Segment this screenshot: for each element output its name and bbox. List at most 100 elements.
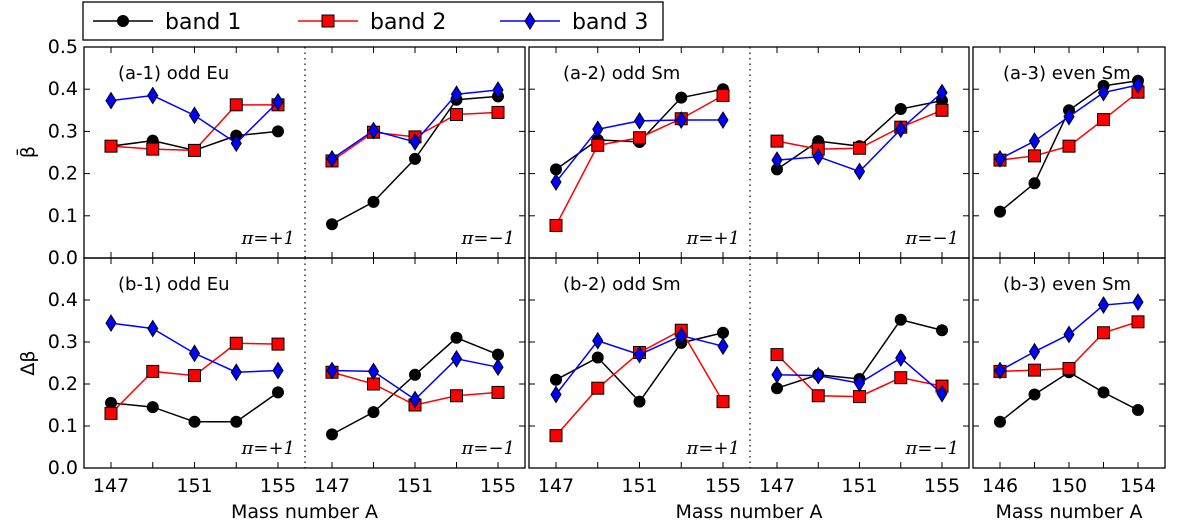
data-point-band-1	[675, 91, 688, 104]
y-tick-label: 0.3	[48, 331, 78, 353]
series-line-band-1	[555, 332, 724, 403]
legend-marker	[524, 12, 536, 30]
data-point-band-1	[1132, 404, 1144, 417]
series-line-band-1	[776, 99, 943, 170]
data-point-band-3	[812, 366, 824, 385]
x-tick-label: 147	[314, 475, 350, 497]
data-point-band-2	[591, 138, 605, 152]
data-point-band-1	[994, 415, 1006, 428]
data-point-band-3	[1028, 132, 1041, 151]
panel-title: (b-2) odd Sm	[563, 274, 681, 295]
x-tick-label: 155	[260, 475, 296, 497]
data-point-band-2	[450, 389, 463, 403]
panel-a-3: (a-3) even Sm	[972, 46, 1166, 259]
data-point-band-3	[272, 92, 284, 111]
data-point-band-2	[146, 364, 160, 378]
data-point-band-2	[229, 336, 243, 350]
data-point-band-3	[675, 111, 687, 129]
data-point-band-1	[326, 428, 338, 441]
data-point-band-2	[894, 371, 908, 385]
data-point-band-3	[1097, 296, 1110, 314]
data-point-band-2	[491, 105, 505, 119]
legend-item-band-2: band 2	[298, 10, 446, 35]
data-point-band-3	[272, 361, 284, 380]
data-point-band-2	[1097, 113, 1110, 127]
data-point-band-2	[935, 103, 949, 117]
data-point-band-3	[409, 133, 421, 151]
data-point-band-3	[367, 362, 380, 381]
data-point-band-3	[771, 151, 783, 170]
x-tick-label: 150	[1051, 475, 1087, 497]
data-point-band-1	[1097, 386, 1110, 399]
x-tick-label: 146	[982, 475, 1018, 497]
series-line-band-1	[999, 371, 1139, 423]
data-point-band-3	[188, 344, 201, 363]
data-point-band-1	[717, 326, 729, 339]
data-point-band-3	[717, 337, 729, 356]
data-point-band-3	[367, 121, 380, 140]
data-point-band-1	[450, 331, 463, 344]
legend-marker	[321, 14, 335, 28]
panel-title: (b-3) even Sm	[1003, 274, 1131, 295]
data-point-band-3	[230, 134, 242, 153]
data-point-band-1	[1028, 388, 1041, 401]
parity-label: π=−1	[905, 438, 959, 459]
data-point-band-3	[994, 149, 1006, 168]
parity-label: π=+1	[241, 228, 295, 249]
data-point-band-2	[633, 131, 646, 145]
data-point-band-2	[1028, 363, 1041, 377]
data-point-band-3	[450, 349, 463, 368]
data-point-band-2	[811, 389, 825, 403]
x-tick-label: 155	[480, 475, 516, 497]
x-tick-label: 147	[538, 475, 574, 497]
data-point-band-2	[271, 337, 285, 351]
legend-item-band-3: band 3	[500, 10, 648, 35]
data-point-band-1	[409, 368, 421, 381]
series-line-band-1	[331, 336, 499, 436]
data-point-band-3	[812, 147, 824, 166]
y-tick-label: 0.1	[48, 205, 78, 227]
data-point-band-3	[105, 314, 117, 333]
panel-title: (b-1) odd Eu	[118, 274, 230, 295]
parity-label: π=+1	[241, 438, 295, 459]
data-point-band-3	[188, 106, 201, 125]
data-point-band-1	[771, 382, 783, 395]
data-point-band-3	[1028, 342, 1041, 361]
data-point-band-1	[272, 386, 284, 399]
y-tick-label: 0.1	[48, 415, 78, 437]
data-point-band-3	[994, 361, 1006, 380]
data-point-band-1	[409, 152, 421, 165]
x-tick-label: 147	[93, 475, 129, 497]
panel-b-3: 146 150 154 (b-3) even Sm	[972, 257, 1166, 497]
data-point-band-3	[1063, 107, 1075, 126]
x-tick-label: 154	[1120, 475, 1156, 497]
y-tick-label: 0.4	[48, 289, 78, 311]
data-point-band-3	[409, 390, 421, 409]
data-point-band-1	[230, 415, 243, 428]
parity-label: π=+1	[686, 228, 740, 249]
data-point-band-3	[1132, 76, 1144, 94]
x-tick-label: 155	[705, 475, 741, 497]
y-tick-label: 0.0	[48, 247, 78, 269]
data-point-band-3	[675, 326, 687, 345]
panel-title: (a-2) odd Sm	[563, 63, 680, 84]
data-point-band-1	[272, 125, 284, 138]
panel-frame	[528, 257, 970, 469]
data-point-band-2	[188, 143, 201, 157]
legend-box	[82, 1, 664, 41]
parity-label: π=+1	[686, 438, 740, 459]
data-point-band-3	[633, 345, 646, 364]
data-point-band-3	[147, 86, 159, 105]
data-point-band-1	[105, 396, 117, 409]
x-tick-label: 151	[841, 475, 877, 497]
data-point-band-3	[717, 111, 729, 129]
data-point-band-2	[450, 108, 463, 122]
legend-label: band 2	[370, 10, 446, 35]
data-point-band-3	[1063, 325, 1075, 344]
data-point-band-2	[770, 348, 784, 362]
data-point-band-3	[1132, 293, 1144, 312]
data-point-band-2	[491, 385, 505, 399]
y-tick-label: 0.4	[48, 78, 78, 100]
panel-title: (a-3) even Sm	[1003, 63, 1131, 84]
